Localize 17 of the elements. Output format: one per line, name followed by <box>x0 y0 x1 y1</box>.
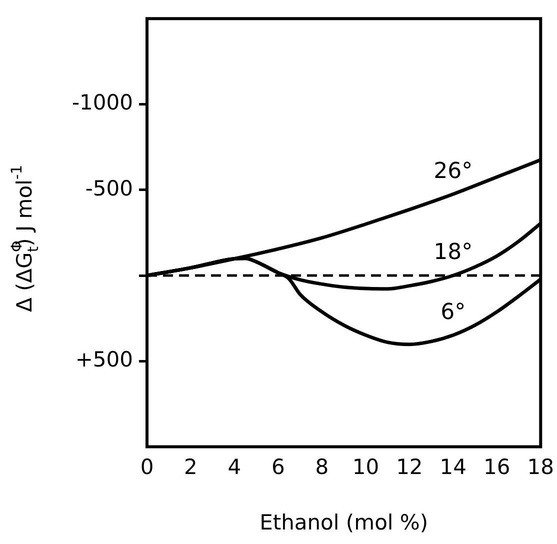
series-label: 18° <box>434 240 473 266</box>
y-tick-label: -1000 <box>72 90 133 115</box>
x-tick-label: 2 <box>184 454 198 479</box>
x-tick-label: 8 <box>315 454 329 479</box>
series-label: 6° <box>440 300 466 325</box>
text: +500 <box>75 348 133 372</box>
x-tick-label: 10 <box>352 454 380 479</box>
x-tick-label: 14 <box>440 454 467 479</box>
x-tick-label: 16 <box>484 454 510 479</box>
x-tick-label: 18 <box>527 454 554 479</box>
x-tick-label: 0 <box>140 454 154 479</box>
x-tick-label: 4 <box>228 454 242 479</box>
x-tick-label: 12 <box>396 454 423 479</box>
series-label: 26° <box>434 158 473 184</box>
x-axis-title: Ethanol (mol %) <box>260 510 428 534</box>
x-tick-label: 6 <box>272 454 285 479</box>
y-tick-label: -500 <box>85 176 133 200</box>
